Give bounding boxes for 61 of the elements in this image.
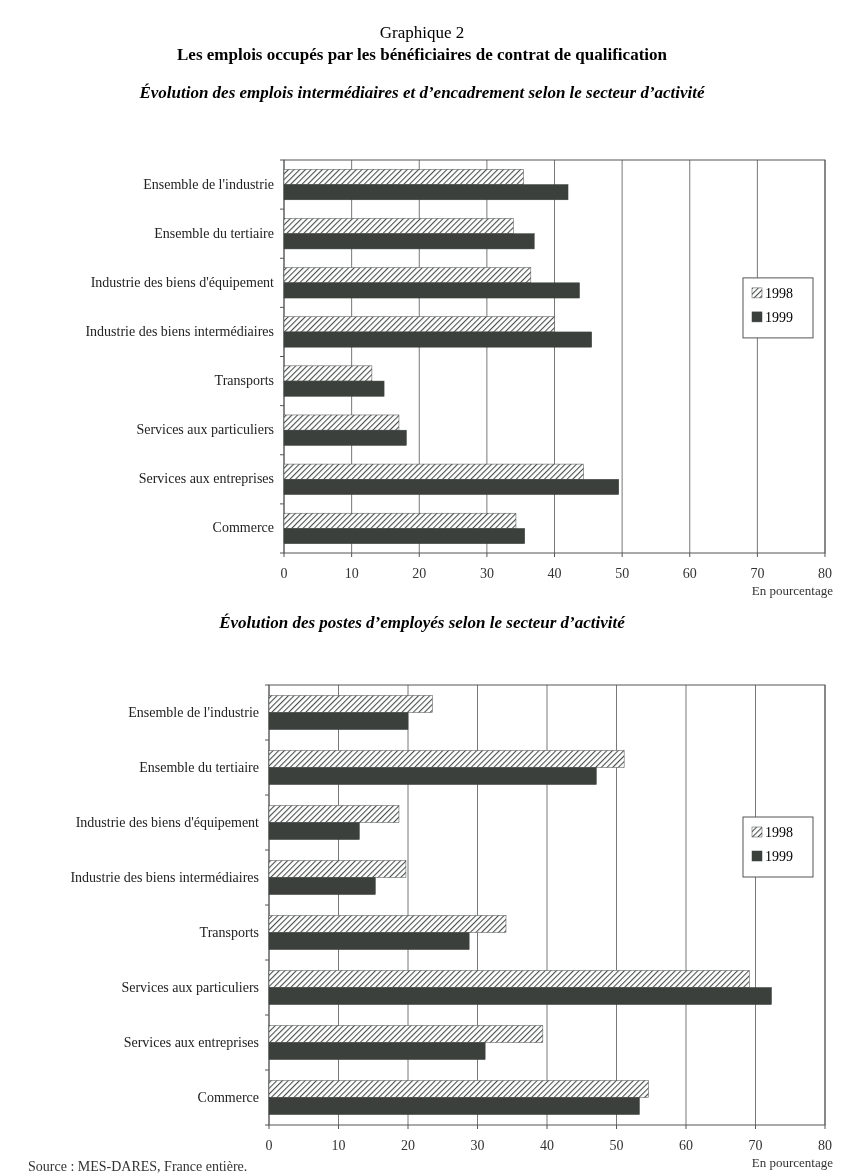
x-tick-label: 70 — [748, 1138, 763, 1153]
x-tick-label: 0 — [265, 1138, 273, 1153]
x-tick-label: 50 — [615, 566, 630, 581]
bar — [268, 1042, 486, 1060]
bar — [283, 184, 569, 201]
text: Les emplois occupés par les bénéficiaires de contrat de qualification — [177, 45, 668, 64]
x-tick-label: 10 — [331, 1138, 346, 1153]
x-tick-label: 80 — [818, 566, 832, 581]
source-note: Source : MES-DARES, France entière. — [28, 1159, 248, 1174]
bar — [268, 822, 360, 840]
bar — [268, 767, 597, 785]
bar — [283, 479, 619, 495]
y-tick-label: Commerce — [197, 1089, 259, 1105]
bar — [283, 429, 407, 446]
y-tick-label: Industrie des biens d'équipement — [75, 814, 260, 830]
y-tick-label: Ensemble de l'industrie — [143, 176, 274, 192]
x-tick-label: 80 — [818, 1138, 832, 1153]
bar — [268, 877, 376, 895]
y-tick-label: Services aux particuliers — [136, 422, 274, 438]
y-tick-label: Services aux entreprises — [138, 471, 274, 487]
bar — [283, 331, 592, 348]
bar — [283, 528, 525, 544]
bar — [268, 987, 772, 1005]
x-tick-label: 20 — [401, 1138, 415, 1153]
y-tick-label: Industrie des biens intermédiaires — [85, 323, 274, 339]
x-axis-title: En pourcentage — [751, 1155, 834, 1170]
y-tick-label: Industrie des biens intermédiaires — [70, 869, 259, 885]
bar — [268, 932, 470, 950]
y-tick-label: Services aux entreprises — [123, 1034, 259, 1050]
bar — [283, 233, 535, 250]
text: Graphique 2 — [379, 23, 465, 42]
x-tick-label: 30 — [470, 1138, 485, 1153]
y-tick-label: Transports — [199, 924, 259, 940]
bar — [283, 380, 385, 397]
x-tick-label: 20 — [412, 566, 427, 581]
x-axis-title: En pourcentage — [751, 583, 834, 598]
chart-title: Évolution des postes d’employés selon le secteur d’activité — [218, 613, 627, 632]
legend-label: 1999 — [765, 309, 793, 325]
y-tick-label: Ensemble du tertiaire — [154, 225, 274, 241]
legend-label: 1998 — [765, 285, 793, 301]
x-tick-label: 60 — [682, 566, 697, 581]
bar — [268, 712, 409, 730]
legend-label: 1998 — [765, 825, 793, 840]
x-tick-label: 60 — [679, 1138, 693, 1153]
bar — [283, 282, 580, 299]
legend-label: 1999 — [765, 849, 793, 864]
x-tick-label: 40 — [540, 1138, 554, 1153]
x-tick-label: 30 — [479, 566, 494, 581]
x-tick-label: 40 — [547, 566, 562, 581]
bar — [268, 1097, 640, 1115]
y-tick-label: Industrie des biens d'équipement — [90, 274, 275, 290]
x-tick-label: 0 — [280, 566, 288, 581]
x-tick-label: 10 — [344, 566, 359, 581]
x-tick-label: 70 — [750, 566, 765, 581]
x-tick-label: 50 — [609, 1138, 624, 1153]
y-tick-label: Commerce — [212, 520, 274, 536]
y-tick-label: Transports — [214, 373, 274, 389]
y-tick-label: Ensemble de l'industrie — [128, 704, 259, 720]
y-tick-label: Services aux particuliers — [121, 979, 259, 995]
chart-title: Évolution des emplois intermédiaires et d’encadrement selon le secteur d’activité — [138, 83, 707, 102]
y-tick-label: Ensemble du tertiaire — [139, 759, 259, 775]
